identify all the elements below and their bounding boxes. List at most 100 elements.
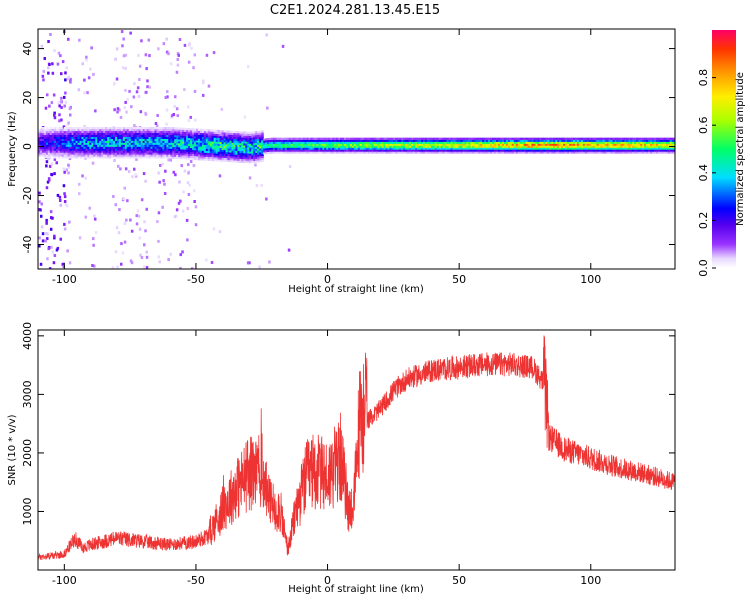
- heatmap-band-cell: [99, 130, 102, 134]
- heatmap-noise-cell: [78, 236, 82, 240]
- heatmap-band-cell: [618, 147, 622, 150]
- heatmap-band-cell: [115, 156, 118, 159]
- heatmap-band-cell: [237, 144, 241, 148]
- heatmap-band-cell: [162, 144, 166, 147]
- heatmap-band-cell: [292, 137, 296, 140]
- heatmap-noise-cell: [157, 171, 160, 175]
- heatmap-band-cell: [75, 130, 79, 134]
- heatmap-noise-cell: [51, 250, 54, 254]
- heatmap-band-cell: [430, 151, 434, 154]
- heatmap-band-cell: [83, 148, 87, 151]
- heatmap-band-cell: [274, 151, 278, 154]
- heatmap-band-cell: [142, 136, 146, 139]
- heatmap-band-cell: [448, 143, 452, 146]
- heatmap-band-cell: [170, 152, 174, 155]
- heatmap-noise-cell: [265, 197, 268, 201]
- heatmap-band-cell: [424, 137, 428, 140]
- heatmap-band-cell: [57, 127, 61, 130]
- heatmap-band-cell: [205, 150, 209, 153]
- heatmap-band-cell: [438, 137, 442, 140]
- heatmap-band-cell: [168, 140, 172, 143]
- heatmap-band-cell: [563, 139, 566, 142]
- heatmap-band-cell: [269, 139, 272, 142]
- heatmap-band-cell: [245, 135, 249, 138]
- heatmap-band-cell: [225, 152, 229, 155]
- heatmap-band-cell: [411, 143, 414, 146]
- heatmap-band-cell: [41, 148, 45, 151]
- heatmap-band-cell: [669, 151, 673, 154]
- heatmap-band-cell: [89, 142, 93, 145]
- heatmap-band-cell: [227, 134, 231, 137]
- heatmap-band-cell: [588, 147, 592, 150]
- heatmap-band-cell: [403, 147, 406, 150]
- heatmap-noise-cell: [187, 193, 191, 196]
- heatmap-noise-cell: [62, 265, 65, 268]
- heatmap-noise-cell: [68, 220, 71, 224]
- heatmap-band-cell: [162, 132, 166, 135]
- heatmap-band-cell: [134, 146, 138, 149]
- heatmap-noise-cell: [189, 160, 193, 163]
- heatmap-band-cell: [367, 147, 371, 150]
- heatmap-band-cell: [231, 138, 235, 141]
- heatmap-band-cell: [385, 147, 389, 150]
- heatmap-band-cell: [263, 152, 266, 155]
- heatmap-band-cell: [553, 141, 557, 144]
- heatmap-band-cell: [49, 128, 53, 132]
- heatmap-band-cell: [93, 154, 97, 157]
- heatmap-band-cell: [328, 143, 331, 146]
- heatmap-band-cell: [55, 134, 59, 137]
- heatmap-band-cell: [415, 139, 418, 142]
- heatmap-band-cell: [71, 127, 75, 130]
- heatmap-band-cell: [428, 141, 432, 144]
- heatmap-band-cell: [61, 136, 65, 139]
- heatmap-band-cell: [243, 159, 247, 162]
- heatmap-band-cell: [600, 139, 604, 142]
- heatmap-noise-cell: [65, 66, 68, 70]
- heatmap-band-cell: [253, 133, 256, 136]
- heatmap-band-cell: [245, 161, 249, 164]
- heatmap-band-cell: [43, 148, 47, 151]
- heatmap-band-cell: [190, 147, 193, 150]
- heatmap-band-cell: [501, 145, 505, 148]
- heatmap-band-cell: [109, 132, 112, 135]
- heatmap-band-cell: [318, 141, 322, 144]
- heatmap-band-cell: [659, 143, 663, 146]
- heatmap-band-cell: [231, 132, 235, 135]
- heatmap-band-cell: [253, 137, 256, 140]
- heatmap-band-cell: [290, 139, 294, 142]
- heatmap-band-cell: [152, 127, 156, 130]
- heatmap-band-cell: [87, 146, 91, 149]
- heatmap-band-cell: [436, 137, 440, 140]
- heatmap-band-cell: [227, 159, 231, 163]
- heatmap-band-cell: [93, 138, 97, 141]
- heatmap-band-cell: [134, 152, 138, 155]
- heatmap-band-cell: [57, 144, 61, 147]
- heatmap-band-cell: [438, 151, 442, 154]
- heatmap-noise-cell: [84, 176, 87, 180]
- heatmap-band-cell: [211, 141, 215, 144]
- heatmap-band-cell: [440, 149, 444, 152]
- heatmap-band-cell: [280, 137, 284, 140]
- heatmap-band-cell: [99, 142, 102, 145]
- heatmap-band-cell: [626, 151, 630, 154]
- heatmap-noise-cell: [68, 107, 72, 111]
- heatmap-band-cell: [598, 145, 602, 148]
- heatmap-band-cell: [215, 129, 219, 132]
- heatmap-band-cell: [415, 137, 418, 140]
- heatmap-band-cell: [377, 147, 381, 150]
- heatmap-band-cell: [186, 145, 189, 148]
- heatmap-band-cell: [117, 136, 120, 139]
- heatmap-band-cell: [563, 149, 566, 152]
- heatmap-band-cell: [49, 134, 53, 137]
- heatmap-band-cell: [606, 151, 610, 154]
- heatmap-band-cell: [361, 141, 365, 144]
- heatmap-band-cell: [276, 143, 280, 146]
- heatmap-band-cell: [148, 156, 152, 159]
- heatmap-band-cell: [152, 152, 156, 155]
- heatmap-band-cell: [486, 143, 489, 146]
- heatmap-band-cell: [351, 151, 355, 154]
- heatmap-band-cell: [45, 148, 49, 151]
- heatmap-band-cell: [405, 151, 408, 154]
- heatmap-band-cell: [470, 143, 474, 146]
